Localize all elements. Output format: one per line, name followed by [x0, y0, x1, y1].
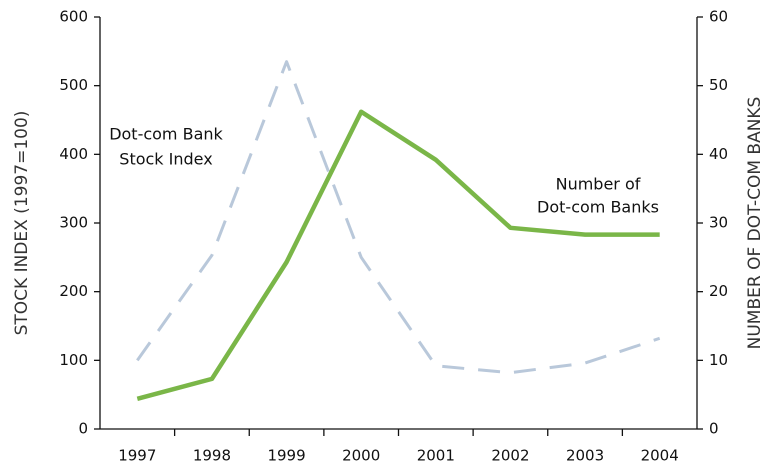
annotation: Dot-com Bank [109, 125, 223, 144]
y2-tick-label: 10 [709, 351, 728, 369]
x-tick-label: 1998 [193, 447, 231, 465]
y2-axis-title: NUMBER OF DOT-COM BANKS [745, 97, 765, 350]
y-tick-label: 100 [59, 351, 88, 369]
x-tick-label: 2003 [566, 447, 604, 465]
series-line [136, 109, 660, 401]
series-line [136, 60, 661, 375]
x-tick-label: 2004 [641, 447, 679, 465]
y-tick-label: 300 [59, 214, 88, 232]
annotation: Number of [556, 175, 641, 194]
x-tick-label: 1999 [267, 447, 305, 465]
x-tick-label: 2000 [342, 447, 380, 465]
y2-tick-label: 20 [709, 282, 728, 300]
x-tick-label: 2001 [417, 447, 455, 465]
y-tick-label: 400 [59, 145, 88, 163]
annotation: Stock Index [119, 150, 212, 169]
y2-tick-label: 60 [709, 8, 728, 26]
annotation: Dot-com Banks [537, 198, 659, 217]
y-tick-label: 200 [59, 282, 88, 300]
y-tick-label: 500 [59, 76, 88, 94]
y2-tick-label: 50 [709, 76, 728, 94]
x-tick-label: 1997 [118, 447, 156, 465]
y2-tick-label: 30 [709, 214, 728, 232]
x-tick-label: 2002 [491, 447, 529, 465]
y-axis-title: STOCK INDEX (1997=100) [12, 111, 32, 336]
y2-tick-label: 0 [709, 420, 719, 438]
y-tick-label: 600 [59, 8, 88, 26]
y-tick-label: 0 [78, 420, 88, 438]
y2-tick-label: 40 [709, 145, 728, 163]
